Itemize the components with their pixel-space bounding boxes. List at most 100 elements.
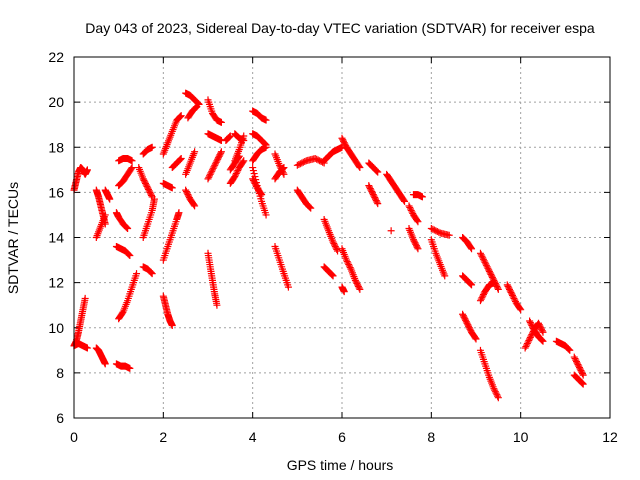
series-arc49 <box>338 134 364 172</box>
series-arc28 <box>204 148 225 183</box>
series-arc35 <box>249 130 270 149</box>
data-point <box>528 321 536 329</box>
series-arc67 <box>503 281 525 314</box>
data-point <box>525 337 533 345</box>
data-point <box>433 227 441 235</box>
data-point <box>239 158 247 166</box>
data-point <box>329 272 337 280</box>
data-point <box>298 159 306 167</box>
data-point <box>278 167 286 175</box>
data-point <box>537 324 545 332</box>
series-arc66 <box>476 249 502 293</box>
data-point <box>577 367 585 375</box>
series-arc25 <box>182 89 203 108</box>
data-point <box>333 246 341 254</box>
data-point <box>139 175 147 183</box>
data-point <box>354 282 362 290</box>
series-arc29 <box>204 130 225 144</box>
y-tick-label: 14 <box>48 230 64 246</box>
data-point <box>301 158 309 166</box>
data-point <box>356 285 364 293</box>
data-point <box>183 189 191 197</box>
data-point <box>579 371 587 379</box>
data-marks <box>70 89 587 402</box>
data-point <box>145 187 153 195</box>
data-point <box>462 316 470 324</box>
data-point <box>529 323 537 331</box>
data-point <box>483 263 491 271</box>
data-point <box>523 341 531 349</box>
data-point <box>536 322 544 330</box>
data-point <box>578 379 586 387</box>
series-arc20 <box>159 112 185 158</box>
data-point <box>578 379 586 387</box>
data-point <box>489 275 497 283</box>
data-point <box>414 218 422 226</box>
y-tick-label: 12 <box>48 275 64 291</box>
data-point <box>372 195 379 203</box>
data-point <box>478 252 486 260</box>
data-point <box>539 337 547 345</box>
data-point <box>182 188 190 196</box>
series-arc07 <box>101 186 114 203</box>
data-point <box>278 166 286 174</box>
data-point <box>538 337 546 345</box>
series-arc38 <box>249 175 266 199</box>
data-point <box>407 206 415 214</box>
data-point <box>578 370 586 378</box>
data-point <box>83 344 91 352</box>
series-arc55 <box>383 170 409 205</box>
data-point <box>406 205 414 213</box>
data-point <box>275 161 283 169</box>
series-arc36 <box>249 143 270 165</box>
data-point <box>342 256 350 264</box>
y-tick-label: 18 <box>48 139 64 155</box>
data-point <box>232 171 240 179</box>
data-point <box>494 285 502 293</box>
data-point <box>409 236 417 244</box>
data-point <box>365 182 373 190</box>
data-point <box>413 243 421 251</box>
data-point <box>240 136 248 144</box>
x-tick-label: 6 <box>338 429 346 445</box>
data-point <box>307 204 315 212</box>
data-point <box>124 250 132 258</box>
data-point <box>211 160 219 168</box>
data-point <box>176 112 184 120</box>
data-point <box>374 200 382 208</box>
data-point <box>142 181 150 189</box>
data-point <box>184 191 192 199</box>
data-point <box>306 203 314 211</box>
data-point <box>176 156 184 164</box>
series-arc30 <box>204 96 225 126</box>
series-arc44 <box>293 155 328 169</box>
data-point <box>401 197 409 205</box>
data-point <box>233 168 241 176</box>
data-point <box>209 164 217 172</box>
data-point <box>126 364 134 372</box>
data-point <box>471 334 479 342</box>
series-arc59 <box>427 236 449 280</box>
data-point <box>150 195 158 203</box>
data-point <box>192 103 200 111</box>
series-arc08 <box>112 209 132 232</box>
data-point <box>478 294 486 302</box>
data-point <box>575 362 583 370</box>
data-point <box>340 288 348 296</box>
series-arc03 <box>70 340 91 352</box>
data-point <box>535 319 543 327</box>
data-point <box>468 281 476 289</box>
data-point <box>147 268 155 276</box>
data-point <box>494 392 502 400</box>
data-point <box>459 310 467 318</box>
data-point <box>205 172 213 180</box>
data-point <box>432 227 440 235</box>
data-point <box>504 282 512 290</box>
data-point <box>461 315 469 323</box>
data-point <box>133 270 141 278</box>
data-point <box>262 211 270 219</box>
data-point <box>413 217 421 225</box>
series-arc43 <box>271 150 288 178</box>
data-point <box>182 186 190 194</box>
